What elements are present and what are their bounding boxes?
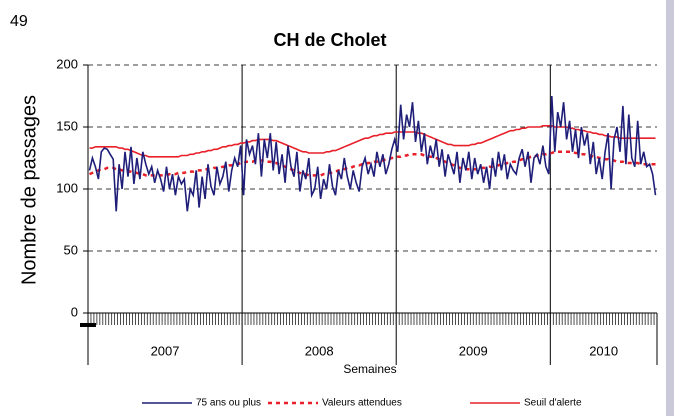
legend-label: Seuil d'alerte [524,398,582,409]
group-label: 2007 [151,343,180,358]
y-tick-label: 0 [71,304,78,319]
series-line [88,95,657,212]
group-label: 2009 [459,343,488,358]
x-axis-label: Semaines [343,362,396,376]
y-tick-label: 200 [56,56,78,71]
group-label: 2010 [589,343,618,358]
y-tick-label: 50 [64,242,78,257]
legend-label: Valeurs attendues [322,398,402,409]
y-tick-label: 150 [56,118,78,133]
side-bar [666,0,674,416]
y-tick-label: 100 [56,180,78,195]
series-line [89,150,656,177]
legend-label: 75 ans ou plus [196,398,261,409]
y-axis-label: Nombre de passages [18,95,40,285]
chart-title: CH de Cholet [273,30,386,50]
page-number: 49 [10,13,28,30]
group-label: 2008 [305,343,334,358]
